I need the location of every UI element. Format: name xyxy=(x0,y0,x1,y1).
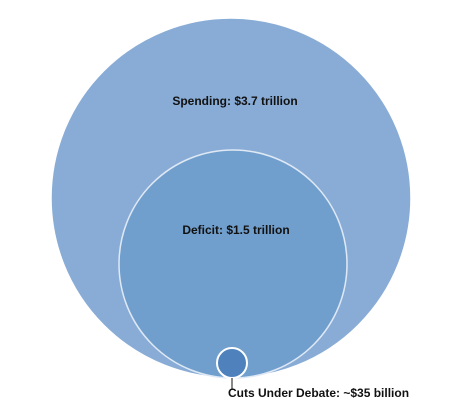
deficit-circle xyxy=(118,149,348,379)
spending-label: Spending: $3.7 trillion xyxy=(172,94,297,108)
cuts-circle xyxy=(216,347,248,379)
deficit-label: Deficit: $1.5 trillion xyxy=(182,223,289,237)
cuts-label: Cuts Under Debate: ~$35 billion xyxy=(228,386,409,400)
